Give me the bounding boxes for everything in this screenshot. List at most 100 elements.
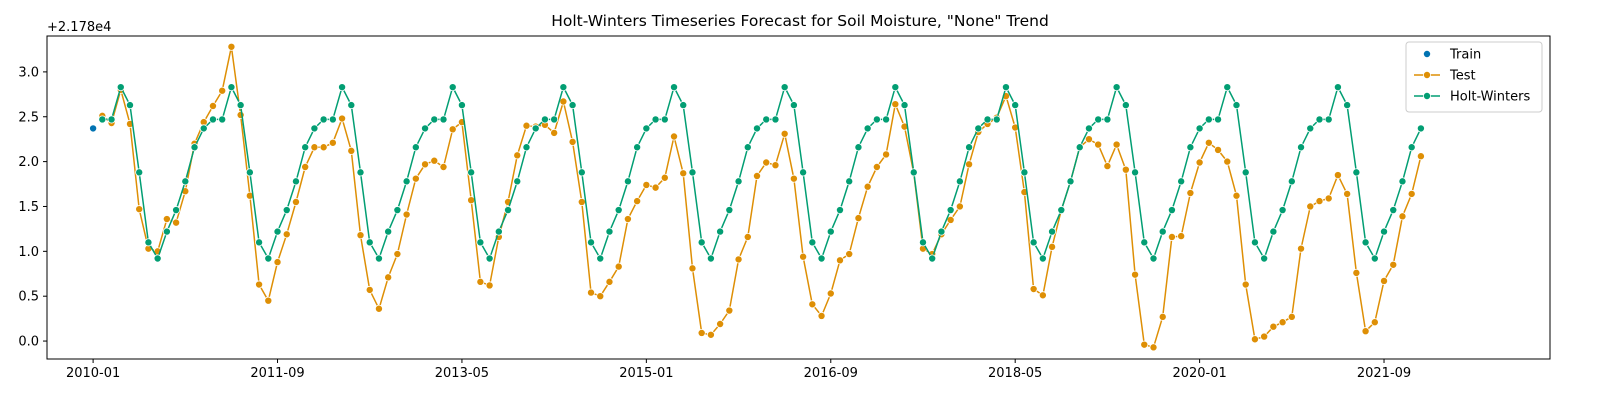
data-point-test — [1297, 244, 1306, 253]
data-point-test — [845, 250, 854, 259]
data-point-test — [716, 320, 725, 329]
data-point-test — [587, 288, 596, 297]
data-point-holt-winters — [1131, 168, 1140, 177]
data-point-holt-winters — [965, 143, 974, 152]
data-point-test — [753, 171, 762, 180]
data-point-holt-winters — [338, 83, 347, 92]
y-tick-label: 1.5 — [18, 200, 39, 215]
data-point-test — [1306, 202, 1315, 211]
data-point-holt-winters — [1011, 101, 1020, 110]
chart-title: Holt-Winters Timeseries Forecast for Soi… — [551, 12, 1049, 30]
y-offset-label: +2.178e4 — [47, 20, 111, 35]
data-point-holt-winters — [817, 254, 826, 263]
data-point-holt-winters — [725, 206, 734, 215]
data-point-test — [1214, 145, 1223, 154]
data-point-test — [1084, 135, 1093, 144]
data-point-holt-winters — [144, 238, 153, 247]
data-point-holt-winters — [1066, 177, 1075, 186]
data-point-holt-winters — [1020, 168, 1029, 177]
data-point-holt-winters — [190, 143, 199, 152]
data-point-test — [172, 218, 181, 227]
data-point-holt-winters — [1149, 254, 1158, 263]
data-point-holt-winters — [227, 83, 236, 92]
data-point-holt-winters — [605, 227, 614, 236]
data-point-test — [1038, 291, 1047, 300]
data-point-holt-winters — [1094, 115, 1103, 124]
data-point-holt-winters — [172, 206, 181, 215]
plot-area — [89, 42, 1425, 352]
data-point-holt-winters — [1223, 83, 1232, 92]
data-point-holt-winters — [1306, 124, 1315, 133]
data-point-holt-winters — [1250, 238, 1259, 247]
data-point-holt-winters — [1075, 143, 1084, 152]
data-point-test — [236, 110, 245, 119]
data-point-holt-winters — [1103, 115, 1112, 124]
data-point-holt-winters — [882, 115, 891, 124]
data-point-holt-winters — [1333, 83, 1342, 92]
x-tick-label: 2013-05 — [435, 366, 489, 381]
legend-item-test: Test — [1414, 69, 1476, 84]
data-point-test — [568, 137, 577, 146]
data-point-holt-winters — [1057, 206, 1066, 215]
data-point-test — [955, 202, 964, 211]
data-point-test — [725, 306, 734, 315]
data-point-holt-winters — [900, 101, 909, 110]
data-point-test — [1195, 158, 1204, 167]
data-point-holt-winters — [946, 206, 955, 215]
data-point-holt-winters — [218, 115, 227, 124]
data-point-test — [799, 252, 808, 261]
data-point-holt-winters — [162, 227, 171, 236]
data-point-test — [208, 101, 217, 110]
data-point-test — [1269, 322, 1278, 331]
data-point-holt-winters — [697, 238, 706, 247]
data-point-test — [255, 280, 264, 289]
data-point-holt-winters — [1297, 143, 1306, 152]
data-point-holt-winters — [559, 83, 568, 92]
data-point-holt-winters — [1343, 101, 1352, 110]
data-point-holt-winters — [1278, 206, 1287, 215]
data-point-holt-winters — [1167, 206, 1176, 215]
legend-label: Holt-Winters — [1450, 90, 1530, 105]
data-point-holt-winters — [1140, 238, 1149, 247]
legend-item-train: Train — [1423, 48, 1481, 63]
data-point-holt-winters — [1177, 177, 1186, 186]
data-point-holt-winters — [587, 238, 596, 247]
data-point-holt-winters — [1204, 115, 1213, 124]
data-point-holt-winters — [181, 177, 190, 186]
data-point-holt-winters — [1407, 143, 1416, 152]
data-point-test — [734, 255, 743, 264]
data-point-holt-winters — [411, 143, 420, 152]
data-point-holt-winters — [402, 177, 411, 186]
data-point-test — [1250, 335, 1259, 344]
data-point-test — [365, 285, 374, 294]
data-point-holt-winters — [476, 238, 485, 247]
data-point-holt-winters — [614, 206, 623, 215]
data-point-test — [1048, 242, 1057, 251]
data-point-test — [1223, 157, 1232, 166]
data-point-test — [688, 264, 697, 273]
data-point-test — [771, 161, 780, 170]
data-point-test — [430, 156, 439, 165]
data-point-test — [596, 292, 605, 301]
data-point-test — [614, 262, 623, 271]
data-point-test — [670, 132, 679, 141]
data-point-holt-winters — [319, 115, 328, 124]
legend-label: Train — [1449, 48, 1481, 63]
data-point-test — [393, 250, 402, 259]
data-point-holt-winters — [273, 227, 282, 236]
data-point-test — [1103, 162, 1112, 171]
data-point-holt-winters — [310, 124, 319, 133]
data-point-holt-winters — [1038, 254, 1047, 263]
data-point-test — [1380, 276, 1389, 285]
data-point-test — [780, 129, 789, 138]
y-tick-label: 2.5 — [18, 110, 39, 125]
data-point-holt-winters — [633, 143, 642, 152]
data-point-test — [384, 273, 393, 282]
data-point-holt-winters — [1398, 177, 1407, 186]
data-point-test — [854, 214, 863, 223]
data-point-test — [550, 128, 559, 137]
data-point-test — [513, 151, 522, 160]
data-point-test — [1112, 140, 1121, 149]
data-point-holt-winters — [264, 254, 273, 263]
data-point-holt-winters — [734, 177, 743, 186]
